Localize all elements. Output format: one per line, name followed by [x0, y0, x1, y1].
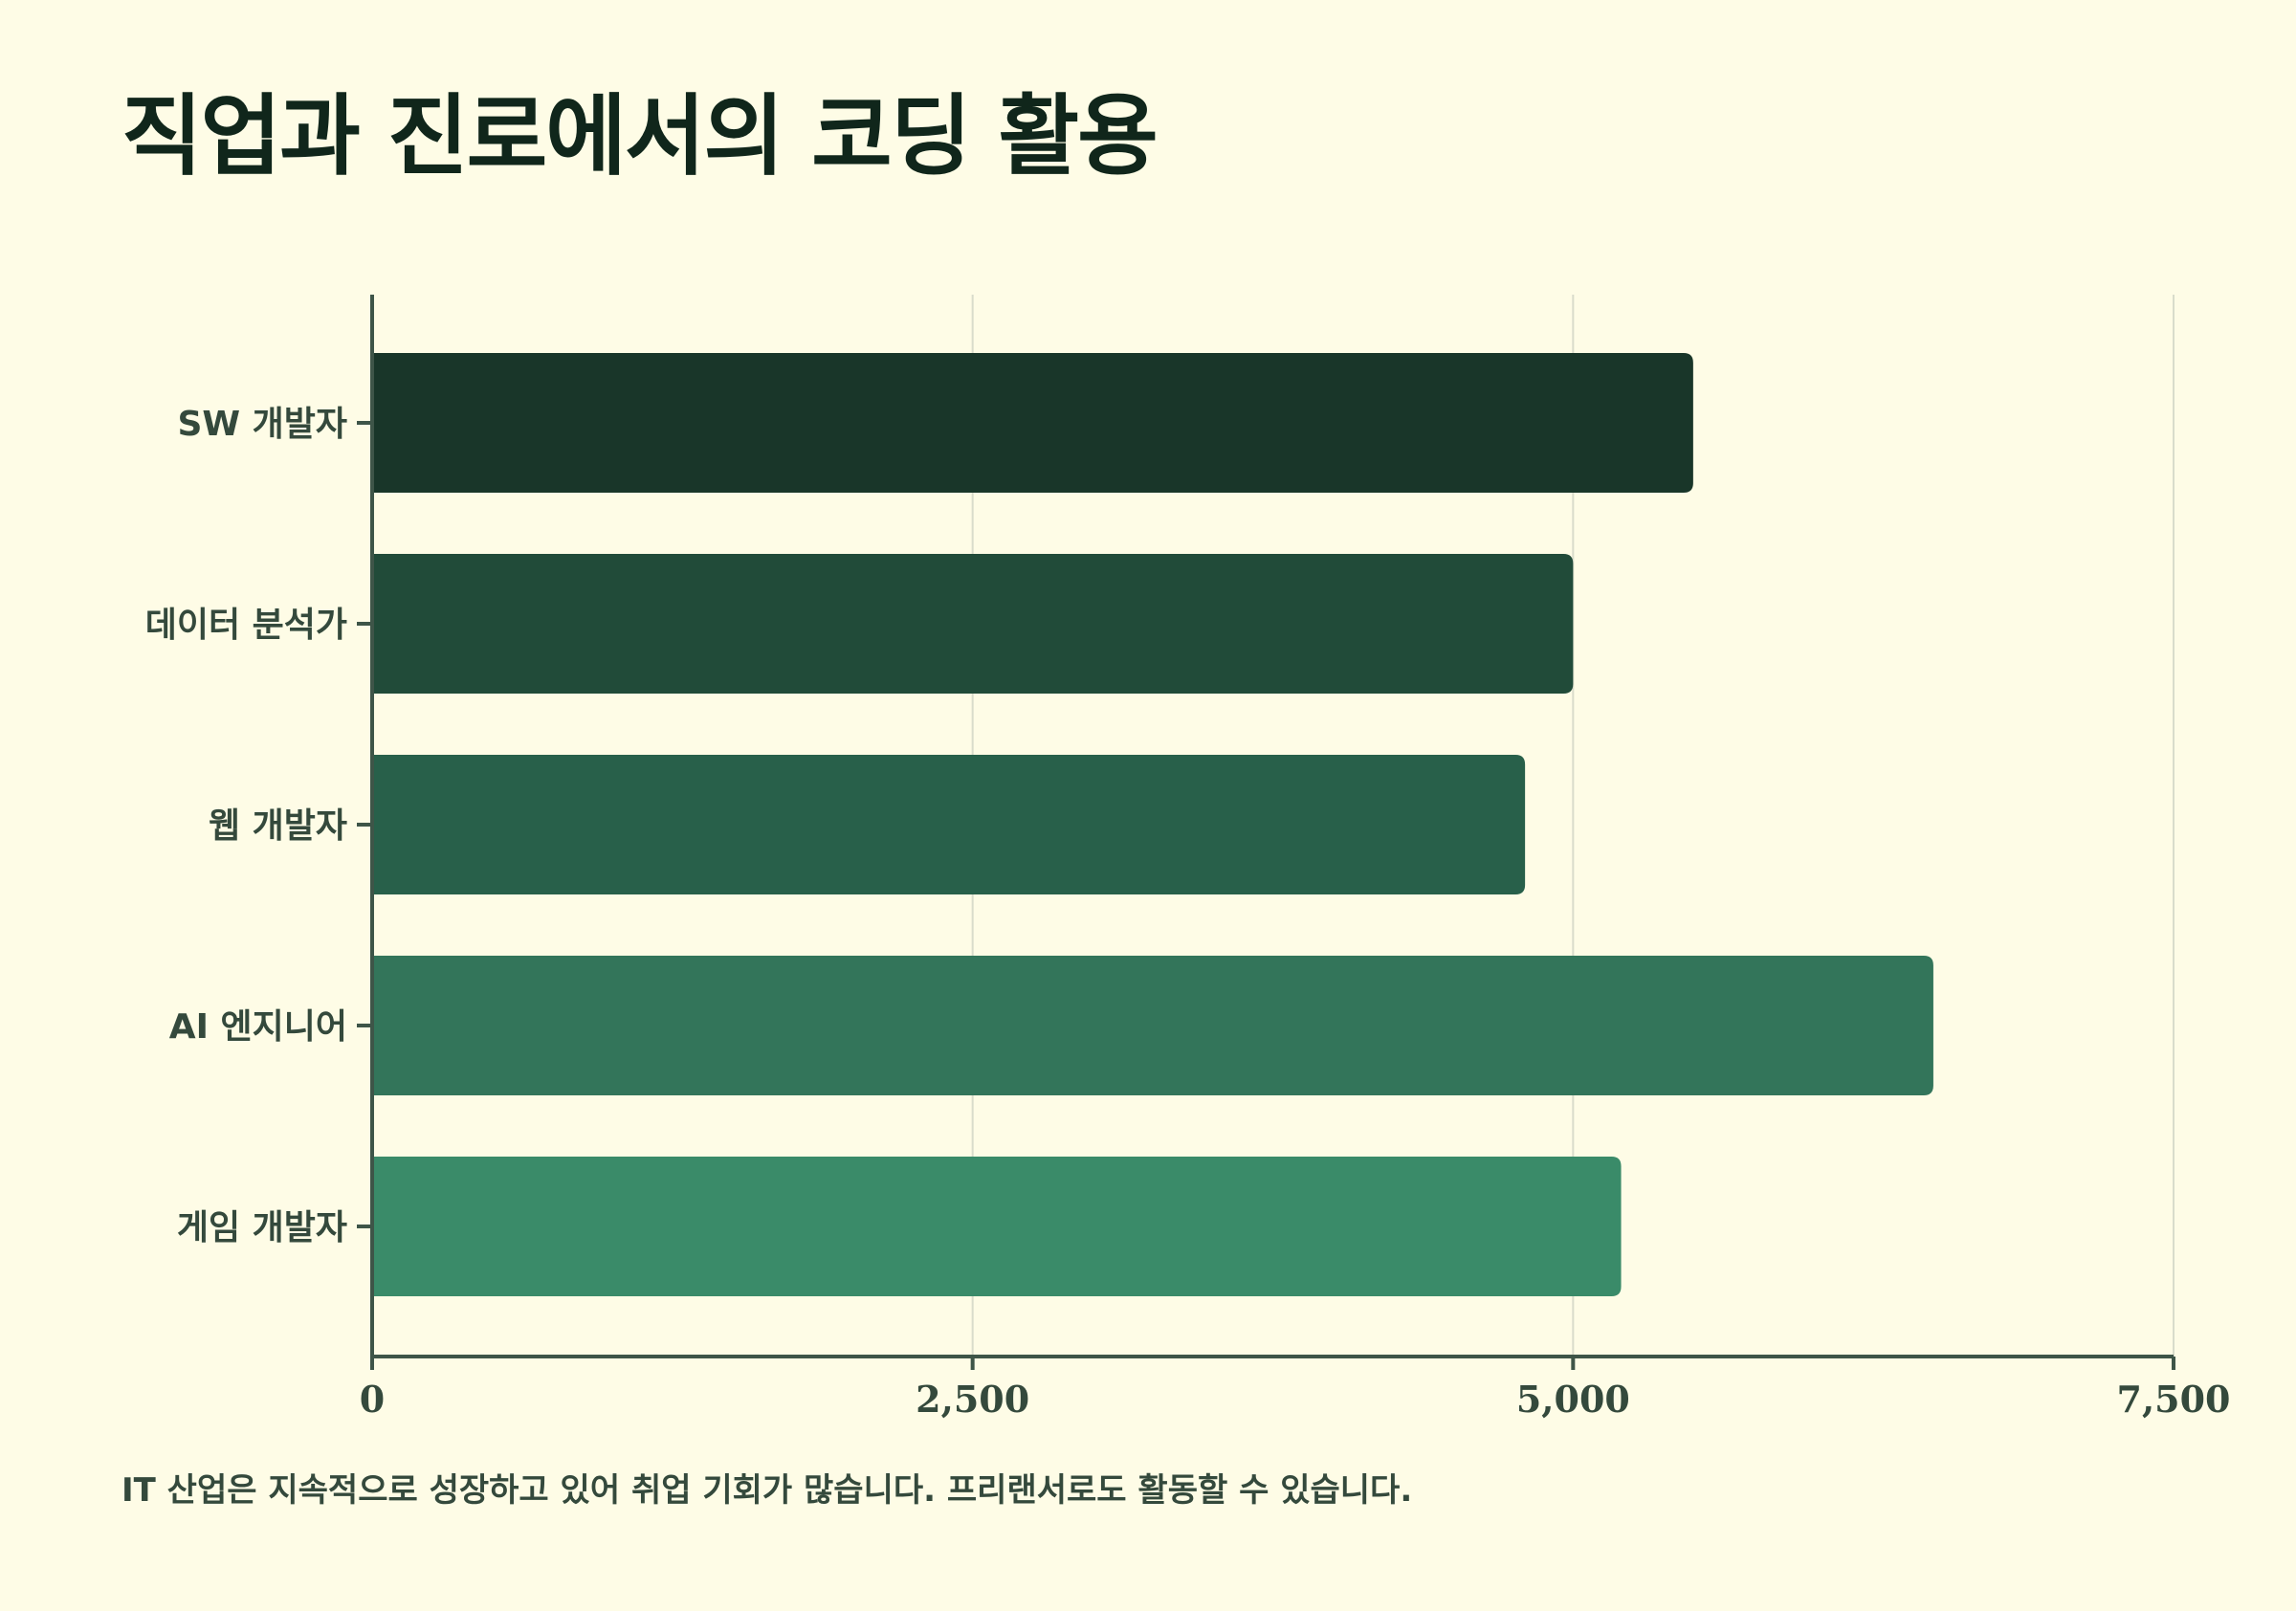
x-tick-label-1: 2,500 [916, 1378, 1029, 1421]
category-label-5: 게임 개발자 [177, 1208, 347, 1247]
chart-caption: IT 산업은 지속적으로 성장하고 있어 취업 기회가 많습니다. 프리랜서로도… [121, 1471, 1413, 1510]
x-tick-label-2: 5,000 [1516, 1378, 1630, 1421]
bar-5 [372, 1157, 1622, 1296]
category-label-1: SW 개발자 [177, 405, 347, 444]
bar-1 [372, 353, 1693, 493]
bars [372, 353, 1933, 1296]
category-label-3: 웹 개발자 [209, 806, 347, 846]
axes [357, 295, 2175, 1370]
bar-2 [372, 554, 1574, 694]
category-label-2: 데이터 분석가 [145, 606, 347, 645]
category-label-4: AI 엔지니어 [169, 1007, 347, 1047]
page-title: 직업과 진로에서의 코딩 활용 [121, 85, 1159, 188]
x-tick-label-0: 0 [360, 1378, 385, 1421]
bar-4 [372, 956, 1933, 1095]
x-tick-label-3: 7,500 [2117, 1378, 2231, 1421]
bar-3 [372, 755, 1526, 894]
